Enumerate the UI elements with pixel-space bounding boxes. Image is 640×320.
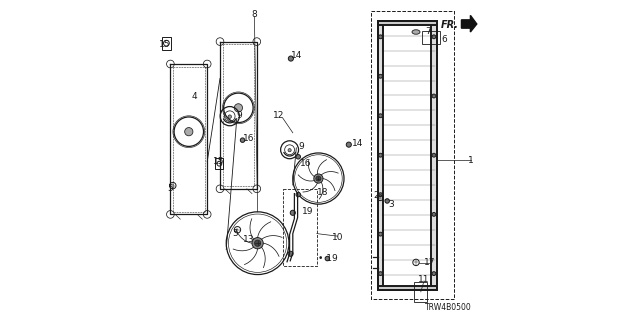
- Text: 16: 16: [243, 134, 255, 143]
- Circle shape: [296, 192, 301, 197]
- Text: 14: 14: [352, 139, 364, 148]
- Circle shape: [296, 155, 301, 159]
- Text: 10: 10: [332, 233, 343, 242]
- Text: 9: 9: [237, 111, 242, 120]
- Bar: [371, 11, 454, 299]
- Circle shape: [379, 153, 383, 157]
- Circle shape: [240, 138, 245, 142]
- Bar: [431, 21, 436, 290]
- Text: 5: 5: [168, 184, 173, 193]
- Text: 19: 19: [302, 207, 314, 216]
- Polygon shape: [461, 15, 477, 32]
- Bar: [215, 158, 223, 169]
- Circle shape: [204, 211, 211, 218]
- Circle shape: [379, 35, 383, 39]
- Circle shape: [288, 148, 291, 152]
- Circle shape: [432, 35, 436, 39]
- Circle shape: [432, 94, 436, 98]
- Text: TRW4B0500: TRW4B0500: [425, 303, 472, 312]
- Circle shape: [216, 185, 224, 193]
- Circle shape: [288, 56, 294, 61]
- Circle shape: [385, 199, 389, 203]
- Bar: [161, 37, 172, 50]
- Circle shape: [379, 74, 383, 78]
- Circle shape: [228, 115, 232, 118]
- Bar: [422, 31, 440, 44]
- Text: 18: 18: [317, 188, 328, 196]
- Circle shape: [234, 104, 243, 112]
- Circle shape: [253, 38, 260, 45]
- Bar: [378, 21, 437, 25]
- Circle shape: [432, 272, 436, 276]
- Text: 1: 1: [468, 156, 474, 164]
- Circle shape: [314, 174, 323, 183]
- Text: 4: 4: [192, 92, 197, 101]
- Circle shape: [255, 240, 260, 246]
- Circle shape: [316, 176, 321, 181]
- Bar: [414, 282, 428, 302]
- Text: 13: 13: [243, 236, 254, 244]
- Circle shape: [379, 232, 383, 236]
- Text: 15: 15: [214, 157, 225, 166]
- Ellipse shape: [412, 30, 420, 34]
- Text: 7: 7: [426, 27, 431, 36]
- Text: 8: 8: [252, 10, 257, 19]
- Circle shape: [252, 237, 263, 249]
- Circle shape: [432, 153, 436, 157]
- Circle shape: [166, 211, 174, 218]
- Circle shape: [379, 193, 383, 196]
- Circle shape: [166, 60, 174, 68]
- Text: 5: 5: [232, 229, 238, 238]
- Text: 3: 3: [388, 200, 394, 209]
- Text: 14: 14: [291, 51, 303, 60]
- Circle shape: [346, 142, 351, 147]
- Text: • 19: • 19: [318, 254, 338, 263]
- Bar: [378, 286, 437, 290]
- Circle shape: [216, 38, 224, 45]
- Circle shape: [288, 251, 293, 256]
- Circle shape: [432, 212, 436, 216]
- Circle shape: [379, 114, 383, 118]
- Circle shape: [185, 128, 193, 136]
- Text: 17: 17: [424, 258, 435, 267]
- Bar: [378, 21, 383, 290]
- Circle shape: [253, 185, 260, 193]
- Text: 11: 11: [419, 276, 429, 284]
- Text: 12: 12: [273, 111, 284, 120]
- Text: 6: 6: [442, 35, 447, 44]
- Circle shape: [325, 256, 330, 261]
- Circle shape: [204, 60, 211, 68]
- Bar: [283, 189, 317, 266]
- Circle shape: [379, 272, 383, 276]
- Text: 15: 15: [159, 40, 170, 49]
- Text: 2: 2: [373, 191, 379, 200]
- Text: 9: 9: [298, 142, 303, 151]
- Text: 16: 16: [300, 159, 311, 168]
- Text: FR.: FR.: [441, 20, 460, 30]
- Circle shape: [290, 210, 295, 215]
